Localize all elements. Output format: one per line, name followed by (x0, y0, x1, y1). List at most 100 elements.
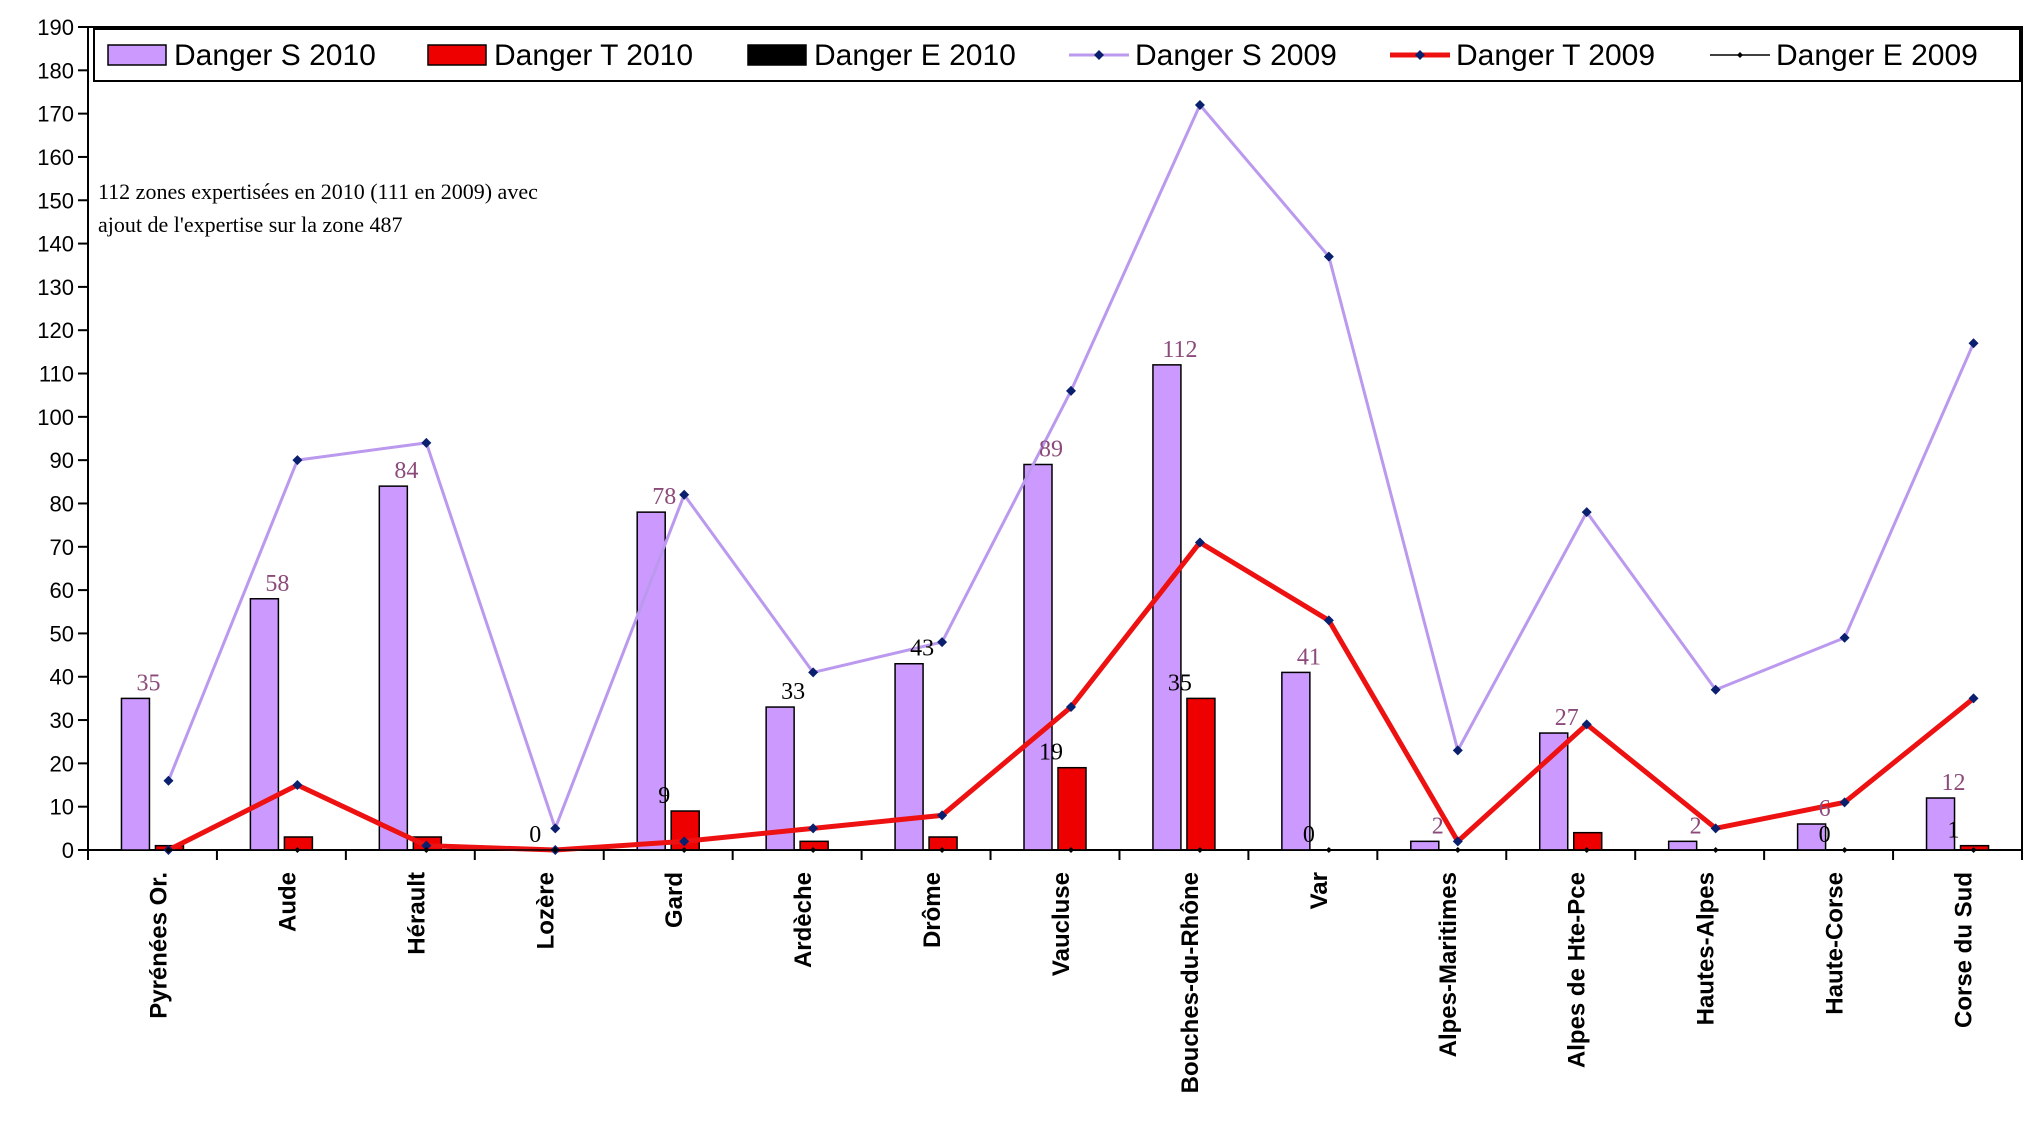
series-point (1325, 847, 1332, 853)
data-label: 6 (1819, 796, 1831, 822)
series-point (1839, 797, 1850, 808)
legend-marker (1415, 50, 1425, 60)
data-label: 1 (1948, 818, 1960, 844)
category-label: Corse du Sud (1951, 872, 1978, 1028)
annotation: 112 zones expertisées en 2010 (111 en 20… (98, 179, 538, 237)
lines (163, 99, 1979, 855)
series-point (421, 840, 432, 851)
legend: Danger S 2010 Danger T 2010 Danger E 2010 D… (93, 28, 2021, 82)
legend-box (93, 28, 2021, 82)
series-point (1841, 847, 1848, 853)
series-point (552, 847, 559, 853)
y-tick-label: 180 (37, 58, 74, 83)
data-label: 2 (1432, 813, 1444, 839)
legend-label: Danger E 2009 (1776, 39, 1978, 72)
series-point (1452, 836, 1463, 847)
data-label: 33 (781, 679, 805, 705)
series-point (937, 810, 948, 821)
series-point (808, 667, 819, 678)
series-point (1194, 99, 1205, 110)
bar (1538, 732, 1569, 851)
data-label: 0 (1819, 822, 1831, 848)
data-label: 89 (1039, 436, 1063, 462)
series-point (1066, 702, 1076, 713)
category-label: Pyrénées Or. (145, 872, 172, 1019)
series-point (1710, 684, 1721, 695)
y-tick-label: 10 (50, 795, 74, 820)
legend-label: Danger T 2009 (1456, 39, 1655, 72)
data-label: 35 (1168, 670, 1192, 696)
bar (120, 697, 151, 851)
annotation-line-2: ajout de l'expertise sur la zone 487 (98, 212, 403, 237)
data-label: 12 (1942, 770, 1966, 796)
y-tick-label: 70 (50, 535, 74, 560)
legend-label: Danger S 2009 (1135, 39, 1337, 72)
data-label: 84 (394, 458, 418, 484)
series-point (1194, 537, 1205, 548)
series-point (1583, 847, 1590, 853)
category-label: Drôme (919, 872, 946, 948)
legend-marker (1737, 52, 1743, 58)
data-label: 35 (136, 670, 160, 696)
category-labels: Pyrénées Or. Aude Hérault Lozère Gard Ardèche… (145, 872, 1977, 1093)
category-label: Alpes-Maritimes (1435, 872, 1462, 1057)
y-tick-label: 20 (50, 751, 74, 776)
category-label: Gard (661, 872, 688, 928)
data-label: 58 (265, 571, 289, 597)
legend-label: Danger S 2010 (174, 39, 376, 72)
series-point (1323, 615, 1334, 626)
bar (1281, 671, 1311, 851)
series-point (1839, 632, 1850, 643)
data-label: 112 (1162, 337, 1197, 363)
series-point (679, 489, 690, 500)
legend-label: Danger E 2010 (814, 39, 1016, 72)
y-tick-label: 100 (37, 405, 74, 430)
annotation-line-1: 112 zones expertisées en 2010 (111 en 20… (98, 179, 538, 204)
series-point (1454, 847, 1461, 853)
data-label: 43 (910, 636, 934, 662)
y-tick-label: 30 (50, 708, 74, 733)
category-label: Lozère (532, 872, 559, 949)
bar (1667, 840, 1698, 851)
legend-swatch (747, 44, 807, 66)
y-tick-label: 150 (37, 188, 74, 213)
bar (378, 485, 409, 851)
bar (1572, 831, 1603, 851)
series-point (1068, 847, 1074, 853)
y-tick-label: 130 (37, 275, 74, 300)
series-point (937, 637, 948, 648)
series-line (167, 103, 1975, 830)
series-point (292, 455, 303, 466)
data-label: 78 (652, 484, 676, 510)
series-point (808, 823, 819, 834)
series-point (550, 823, 561, 834)
series-point (679, 836, 690, 847)
series-point (1323, 251, 1334, 262)
y-tick-label: 0 (62, 838, 74, 863)
series-point (1968, 693, 1979, 704)
category-label: Alpes de Hte-Pce (1564, 872, 1591, 1068)
y-tick-label: 80 (50, 491, 74, 516)
bar (1023, 463, 1053, 851)
legend-swatch (427, 44, 487, 66)
series-point (1196, 847, 1203, 853)
y-tick-label: 140 (37, 232, 74, 257)
category-label: Vaucluse (1048, 872, 1075, 976)
data-label: 0 (1303, 822, 1315, 848)
bar (1410, 840, 1440, 851)
category-label: Var (1306, 872, 1333, 909)
y-tick-label: 110 (39, 362, 74, 387)
bar (1152, 364, 1182, 851)
series-point (810, 847, 817, 853)
series-point (163, 775, 174, 786)
y-tick-label: 90 (50, 448, 74, 473)
y-tick-label: 50 (50, 621, 74, 646)
data-label: 0 (529, 822, 541, 848)
category-label: Hautes-Alpes (1693, 872, 1720, 1025)
bar (636, 511, 666, 851)
y-tick-label: 60 (50, 578, 74, 603)
series-point (294, 847, 301, 853)
y-tick-label: 120 (37, 318, 74, 343)
y-tick-label: 170 (37, 102, 74, 127)
